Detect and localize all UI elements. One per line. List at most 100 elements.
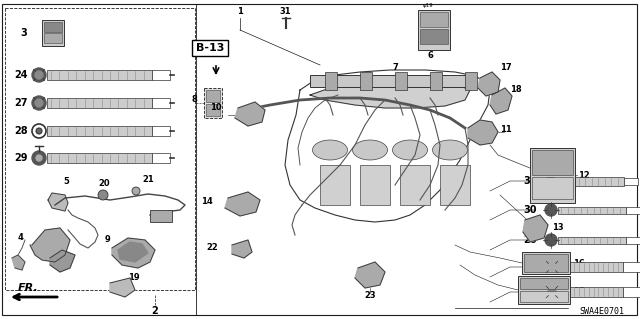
Bar	[532, 177, 573, 199]
Text: 15: 15	[573, 286, 585, 295]
Bar	[47, 70, 152, 80]
Bar	[556, 177, 624, 186]
Bar	[152, 126, 170, 136]
Bar	[150, 210, 172, 222]
Circle shape	[32, 96, 46, 110]
Text: 30: 30	[524, 205, 537, 215]
Circle shape	[545, 260, 559, 274]
Text: 27: 27	[14, 98, 28, 108]
Polygon shape	[110, 278, 135, 297]
Bar	[430, 72, 442, 90]
Polygon shape	[12, 255, 25, 270]
Text: 2: 2	[152, 306, 158, 316]
Circle shape	[545, 285, 559, 299]
Bar	[623, 287, 640, 297]
Text: 24: 24	[14, 70, 28, 80]
Bar	[47, 153, 152, 163]
Text: 22: 22	[206, 243, 218, 253]
Polygon shape	[478, 72, 500, 96]
Bar	[47, 98, 152, 108]
Bar	[520, 278, 568, 289]
Bar	[44, 33, 62, 43]
Bar	[206, 90, 220, 102]
Text: 1: 1	[237, 8, 243, 17]
Circle shape	[548, 288, 556, 296]
Polygon shape	[232, 240, 252, 258]
Polygon shape	[112, 238, 155, 268]
Bar	[465, 72, 477, 90]
Text: 21: 21	[142, 175, 154, 184]
Text: 4: 4	[18, 233, 24, 241]
Bar	[310, 75, 475, 87]
Text: 13: 13	[552, 224, 564, 233]
Bar	[522, 252, 570, 274]
Bar	[204, 88, 222, 118]
Text: 23: 23	[364, 291, 376, 300]
Text: 14: 14	[201, 197, 213, 206]
Bar	[532, 150, 573, 175]
Text: 20: 20	[98, 180, 109, 189]
Polygon shape	[48, 193, 68, 211]
Bar	[42, 20, 64, 46]
Bar	[395, 72, 407, 90]
Polygon shape	[50, 250, 75, 272]
Bar	[624, 178, 638, 185]
Circle shape	[98, 190, 108, 200]
Circle shape	[35, 99, 43, 107]
Bar	[320, 165, 350, 205]
Bar	[206, 104, 220, 116]
Bar	[5, 8, 195, 290]
Text: 7: 7	[392, 63, 398, 72]
Bar	[420, 29, 448, 44]
Text: 5: 5	[63, 177, 69, 187]
Text: 29: 29	[14, 153, 28, 163]
Bar	[558, 237, 626, 244]
Bar	[626, 207, 640, 214]
Bar	[545, 176, 555, 186]
Text: 25: 25	[524, 262, 537, 272]
Text: 28: 28	[14, 126, 28, 136]
Text: 31: 31	[279, 8, 291, 17]
Circle shape	[32, 151, 46, 165]
Bar	[546, 177, 554, 185]
Text: 11: 11	[500, 125, 512, 135]
Polygon shape	[468, 120, 498, 145]
Text: B-13: B-13	[196, 43, 224, 53]
Bar	[325, 72, 337, 90]
Text: 3: 3	[20, 28, 27, 38]
Circle shape	[36, 155, 42, 161]
Text: FR.: FR.	[18, 283, 39, 293]
Polygon shape	[310, 82, 470, 108]
Text: φ17: φ17	[45, 40, 55, 44]
Text: 26: 26	[524, 235, 537, 245]
Bar	[560, 262, 623, 272]
Polygon shape	[490, 88, 512, 114]
Bar	[440, 165, 470, 205]
Ellipse shape	[433, 140, 467, 160]
Bar	[520, 291, 568, 302]
Text: 32: 32	[524, 176, 537, 186]
Ellipse shape	[392, 140, 428, 160]
Text: φ19: φ19	[422, 3, 433, 8]
Text: 10: 10	[211, 103, 222, 113]
Bar	[47, 126, 152, 136]
Text: 12: 12	[578, 170, 589, 180]
Polygon shape	[523, 215, 548, 242]
Bar	[626, 237, 640, 244]
Ellipse shape	[312, 140, 348, 160]
Text: 18: 18	[510, 85, 522, 94]
Text: 17: 17	[500, 63, 511, 72]
Text: SWA4E0701: SWA4E0701	[579, 308, 624, 316]
Bar	[560, 287, 623, 297]
Circle shape	[545, 204, 557, 216]
Polygon shape	[118, 242, 148, 262]
Polygon shape	[235, 102, 265, 126]
Text: 8: 8	[191, 95, 197, 105]
Bar	[418, 10, 450, 50]
Bar	[152, 70, 170, 80]
Circle shape	[132, 187, 140, 195]
Bar	[530, 148, 575, 203]
Text: 19: 19	[128, 273, 140, 283]
Bar	[360, 165, 390, 205]
Text: 24: 24	[524, 287, 537, 297]
